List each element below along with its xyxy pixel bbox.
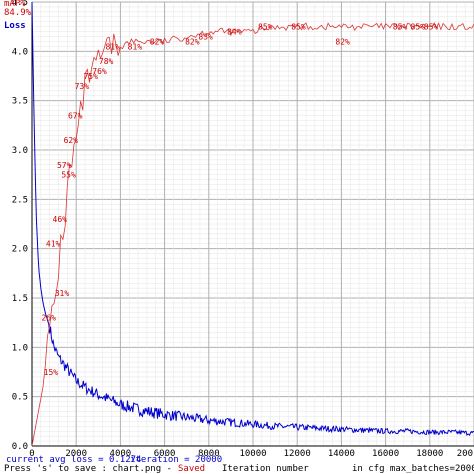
footer-cfg: in cfg max_batches=20000 <box>352 464 474 474</box>
footer-avg-loss: current avg loss = 0.1274 <box>6 455 141 465</box>
footer-save-hint: Press 's' to save : chart.png - <box>4 464 172 474</box>
y-tick-label: 0.5 <box>12 393 28 403</box>
point-label: 55% <box>61 171 76 180</box>
point-label: 78% <box>99 57 114 66</box>
x-axis-label: Iteration number <box>222 464 309 474</box>
series-line-map <box>31 22 474 447</box>
grid <box>31 1 474 447</box>
point-label: 57% <box>57 161 72 170</box>
point-label: 85% <box>258 23 273 32</box>
x-tick-label: 12000 <box>284 449 311 459</box>
y-tick-label: 1.0 <box>12 343 28 353</box>
map-title: mAP% <box>4 0 26 9</box>
x-tick-label: 8000 <box>198 449 220 459</box>
y-tick-label: 3.5 <box>12 97 28 107</box>
point-label: 82% <box>150 37 165 46</box>
map-value: 84.9% <box>4 8 32 18</box>
point-label: 75% <box>83 72 98 81</box>
point-label: 81% <box>106 42 121 51</box>
y-tick-label: 4.0 <box>12 47 28 57</box>
point-label: 76% <box>92 67 107 76</box>
point-label: 85% <box>424 23 439 32</box>
point-label: 62% <box>64 136 79 145</box>
y-axis-label: Loss <box>4 21 26 31</box>
point-label: 81% <box>128 42 143 51</box>
point-label: 26% <box>41 314 56 323</box>
y-tick-labels: 0.0 0.5 1.0 1.5 2.0 2.5 3.0 3.5 4.0 4.5 <box>12 0 28 452</box>
footer-saved: Saved <box>178 464 205 474</box>
x-tick-label: 14000 <box>328 449 355 459</box>
y-tick-label: 4.5 <box>12 0 28 8</box>
y-tick-label: 2.0 <box>12 245 28 255</box>
point-label: 15% <box>44 368 59 377</box>
y-tick-label: 2.5 <box>12 195 28 205</box>
point-label: 41% <box>46 240 61 249</box>
y-tick-label: 1.5 <box>12 294 28 304</box>
series-lines <box>31 1 474 447</box>
x-tick-label: 0 <box>29 449 34 459</box>
x-tick-label: 16000 <box>372 449 399 459</box>
x-tick-label: 4000 <box>110 449 132 459</box>
x-tick-labels: 0 2000 4000 6000 8000 10000 12000 14000 16000 180… <box>29 449 473 459</box>
point-labels: 15% 26% 31% 41% 46% 55%57% 62% 67% 73%75%76%78% 8… <box>41 23 438 377</box>
point-label: 73% <box>75 82 90 91</box>
y-tick-label: 3.0 <box>12 146 28 156</box>
point-label: 85% <box>411 23 426 32</box>
point-label: 85% <box>291 23 306 32</box>
point-label: 31% <box>55 289 70 298</box>
point-label: 85% <box>393 23 408 32</box>
point-label: 83% <box>198 33 213 42</box>
point-label: 82% <box>335 37 350 46</box>
x-tick-label: 18000 <box>416 449 443 459</box>
y-tick-label: 0.0 <box>12 442 28 452</box>
x-tick-label: 200 <box>457 449 473 459</box>
series-line-loss <box>31 1 474 436</box>
x-tick-label: 6000 <box>154 449 176 459</box>
point-label: 46% <box>53 215 68 224</box>
axes <box>31 2 474 447</box>
footer-iteration: iteration = 20000 <box>130 455 222 465</box>
point-label: 82% <box>185 37 200 46</box>
x-tick-label: 2000 <box>65 449 87 459</box>
point-label: 67% <box>68 111 83 120</box>
x-tick-label: 10000 <box>239 449 266 459</box>
point-label: 84% <box>227 28 242 37</box>
